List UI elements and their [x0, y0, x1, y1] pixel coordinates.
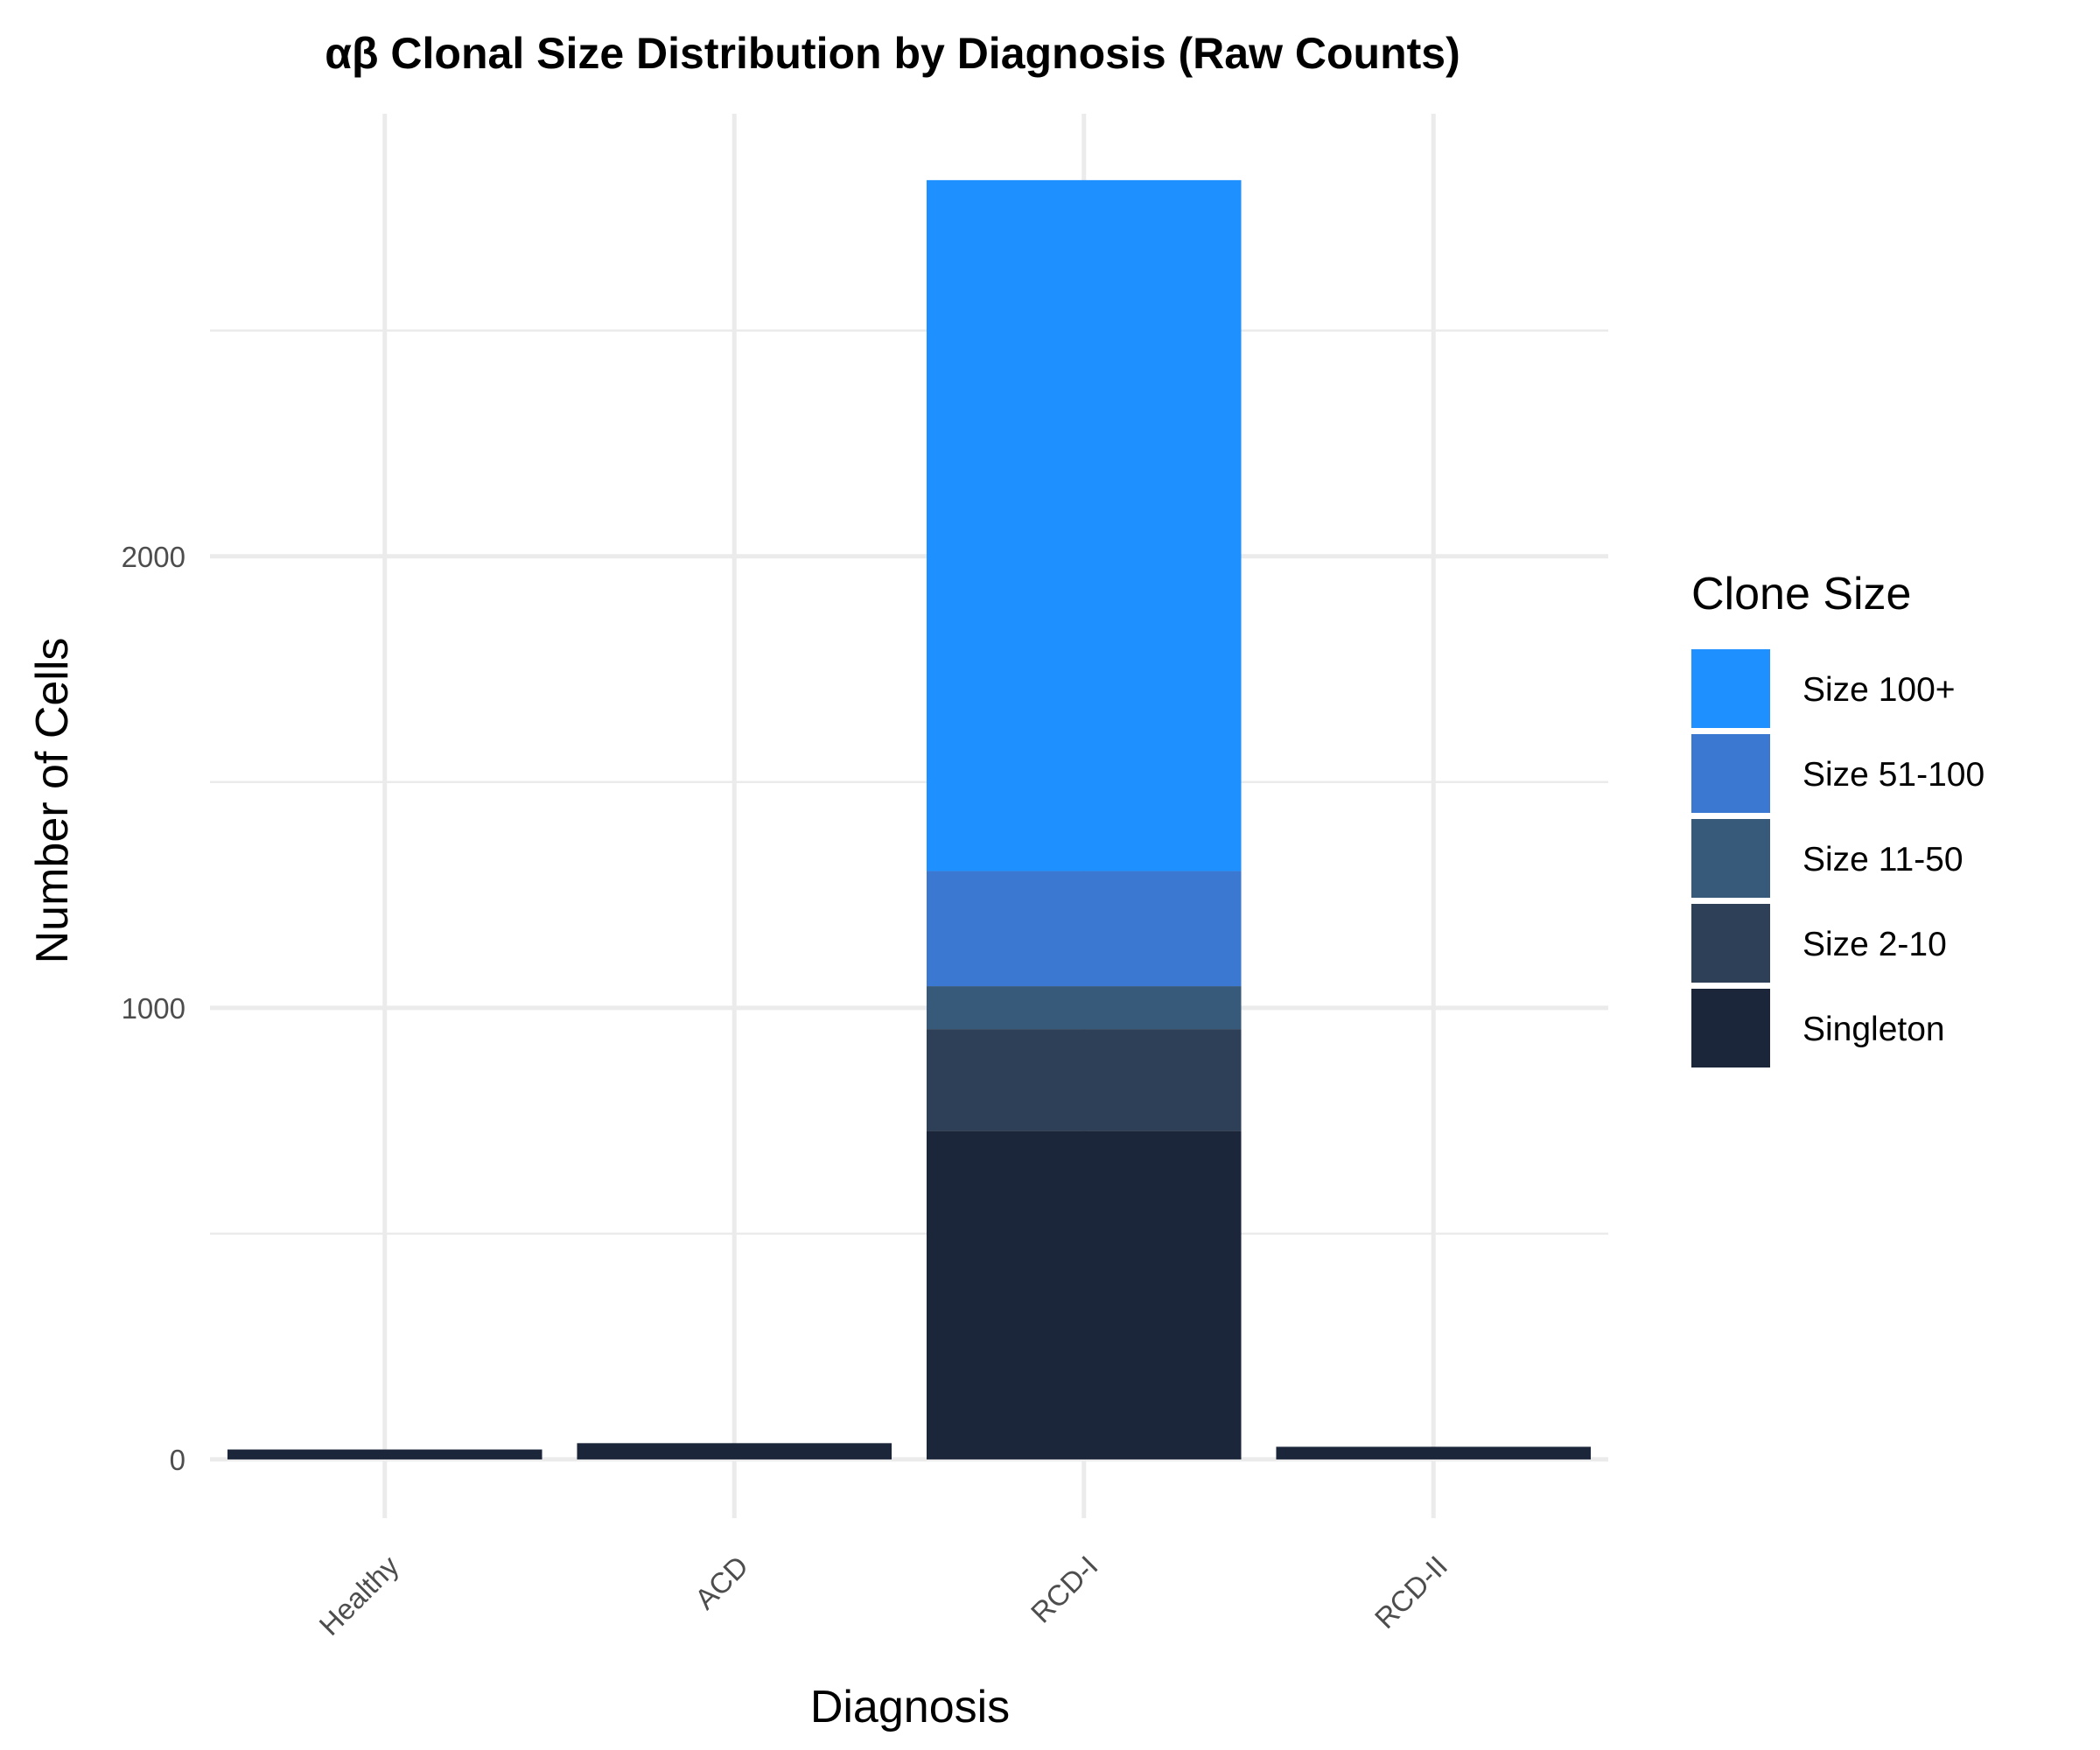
legend-swatch — [1691, 734, 1770, 813]
bar-segment — [926, 1029, 1242, 1131]
legend-swatch — [1691, 904, 1770, 983]
x-tick-label: Healthy — [312, 1549, 405, 1642]
bar-segment — [577, 1443, 892, 1460]
bar-segment — [926, 871, 1242, 987]
legend-label: Singleton — [1802, 1011, 1945, 1048]
chart-title: αβ Clonal Size Distribution by Diagnosis… — [325, 29, 1460, 78]
legend-items: Size 100+ Size 51-100 Size 11-50 Size 2-10 S… — [1691, 649, 1984, 1068]
legend: Clone Size Size 100+ Size 51-100 Size 11-5… — [1691, 569, 1984, 1068]
x-tick-label: RCD-II — [1368, 1550, 1453, 1634]
bar-segment — [926, 1130, 1242, 1460]
grid — [210, 114, 1608, 1518]
x-tick-label: RCD-I — [1025, 1550, 1104, 1629]
legend-swatch — [1691, 989, 1770, 1068]
tick-labels: 0 1000 2000 Healthy ACD RCD-I RCD-II — [122, 541, 1454, 1642]
legend-swatch — [1691, 649, 1770, 728]
bars — [227, 179, 1592, 1460]
x-tick-label: ACD — [689, 1550, 754, 1615]
y-axis-title: Number of Cells — [27, 638, 78, 964]
bar-segment — [1276, 1446, 1592, 1460]
bar-segment — [926, 179, 1242, 872]
legend-label: Size 51-100 — [1802, 756, 1984, 794]
bar-segment — [926, 986, 1242, 1030]
y-tick-label: 2000 — [122, 541, 186, 573]
legend-label: Size 100+ — [1802, 671, 1956, 709]
legend-title: Clone Size — [1691, 569, 1911, 620]
bar-segment — [227, 1449, 542, 1460]
y-tick-label: 1000 — [122, 992, 186, 1025]
y-tick-label: 0 — [170, 1444, 186, 1476]
legend-swatch — [1691, 819, 1770, 898]
x-axis-title: Diagnosis — [810, 1682, 1010, 1732]
legend-label: Size 11-50 — [1802, 841, 1964, 878]
legend-label: Size 2-10 — [1802, 926, 1947, 963]
